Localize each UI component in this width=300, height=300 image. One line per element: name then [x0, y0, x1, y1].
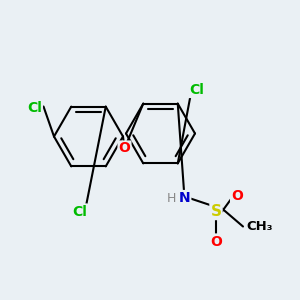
Text: Cl: Cl	[72, 205, 87, 218]
Text: CH₃: CH₃	[246, 220, 272, 233]
Text: S: S	[211, 204, 221, 219]
Text: O: O	[210, 235, 222, 248]
Text: H: H	[166, 191, 176, 205]
Text: O: O	[231, 190, 243, 203]
Text: O: O	[118, 142, 130, 155]
Text: Cl: Cl	[27, 101, 42, 115]
Text: Cl: Cl	[189, 83, 204, 97]
Text: N: N	[179, 191, 190, 205]
